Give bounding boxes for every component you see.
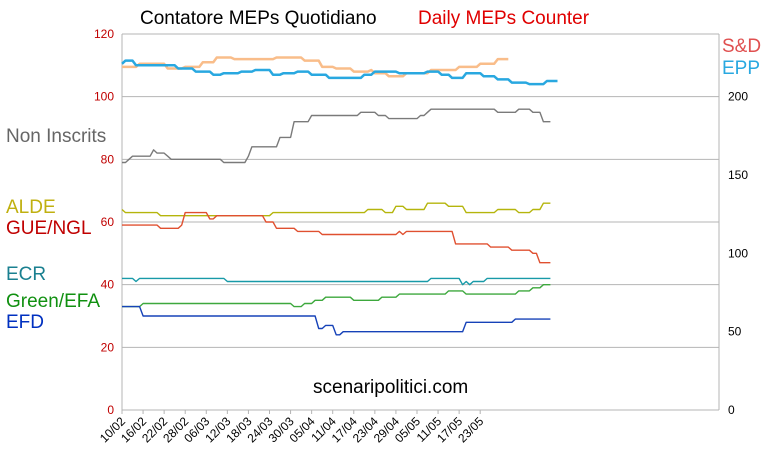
watermark: scenaripolitici.com — [313, 377, 468, 398]
left-tick-label: 100 — [94, 90, 114, 104]
left-tick-label: 40 — [101, 278, 115, 292]
right-tick-label: 150 — [728, 168, 748, 182]
left-tick-label: 80 — [101, 152, 115, 166]
legend-label-gue-ngl: GUE/NGL — [6, 218, 92, 239]
chart-title-italian: Contatore MEPs Quotidiano — [140, 8, 377, 29]
legend-label-ecr: ECR — [6, 264, 46, 285]
x-tick-label: 23/05 — [455, 414, 486, 445]
series-line-efd — [122, 305, 551, 336]
series-line-ecr — [122, 277, 551, 286]
left-tick-label: 60 — [101, 215, 115, 229]
chart-title-english: Daily MEPs Counter — [418, 8, 590, 29]
left-tick-label: 120 — [94, 27, 114, 41]
right-tick-label: 50 — [728, 325, 742, 339]
legend-label-alde: ALDE — [6, 197, 56, 218]
series-line-epp — [121, 59, 558, 86]
series-layer — [121, 56, 558, 336]
legend-label-epp: EPP — [722, 58, 760, 79]
series-line-green-efa — [122, 284, 551, 308]
series-line-s-d — [122, 56, 509, 78]
legend-label-green-efa: Green/EFA — [6, 291, 100, 312]
left-tick-label: 0 — [107, 403, 114, 417]
right-tick-label: 200 — [728, 90, 748, 104]
series-line-alde — [121, 202, 551, 217]
legend-label-non-inscrits: Non Inscrits — [6, 126, 106, 147]
right-tick-label: 0 — [728, 403, 735, 417]
left-tick-label: 20 — [101, 340, 115, 354]
series-line-non-inscrits — [122, 108, 551, 164]
legend-label-efd: EFD — [6, 312, 44, 333]
gridlines — [122, 33, 719, 348]
right-tick-label: 100 — [728, 246, 748, 260]
series-line-gue-ngl — [122, 211, 551, 264]
legend-label-s-d: S&D — [722, 36, 761, 57]
